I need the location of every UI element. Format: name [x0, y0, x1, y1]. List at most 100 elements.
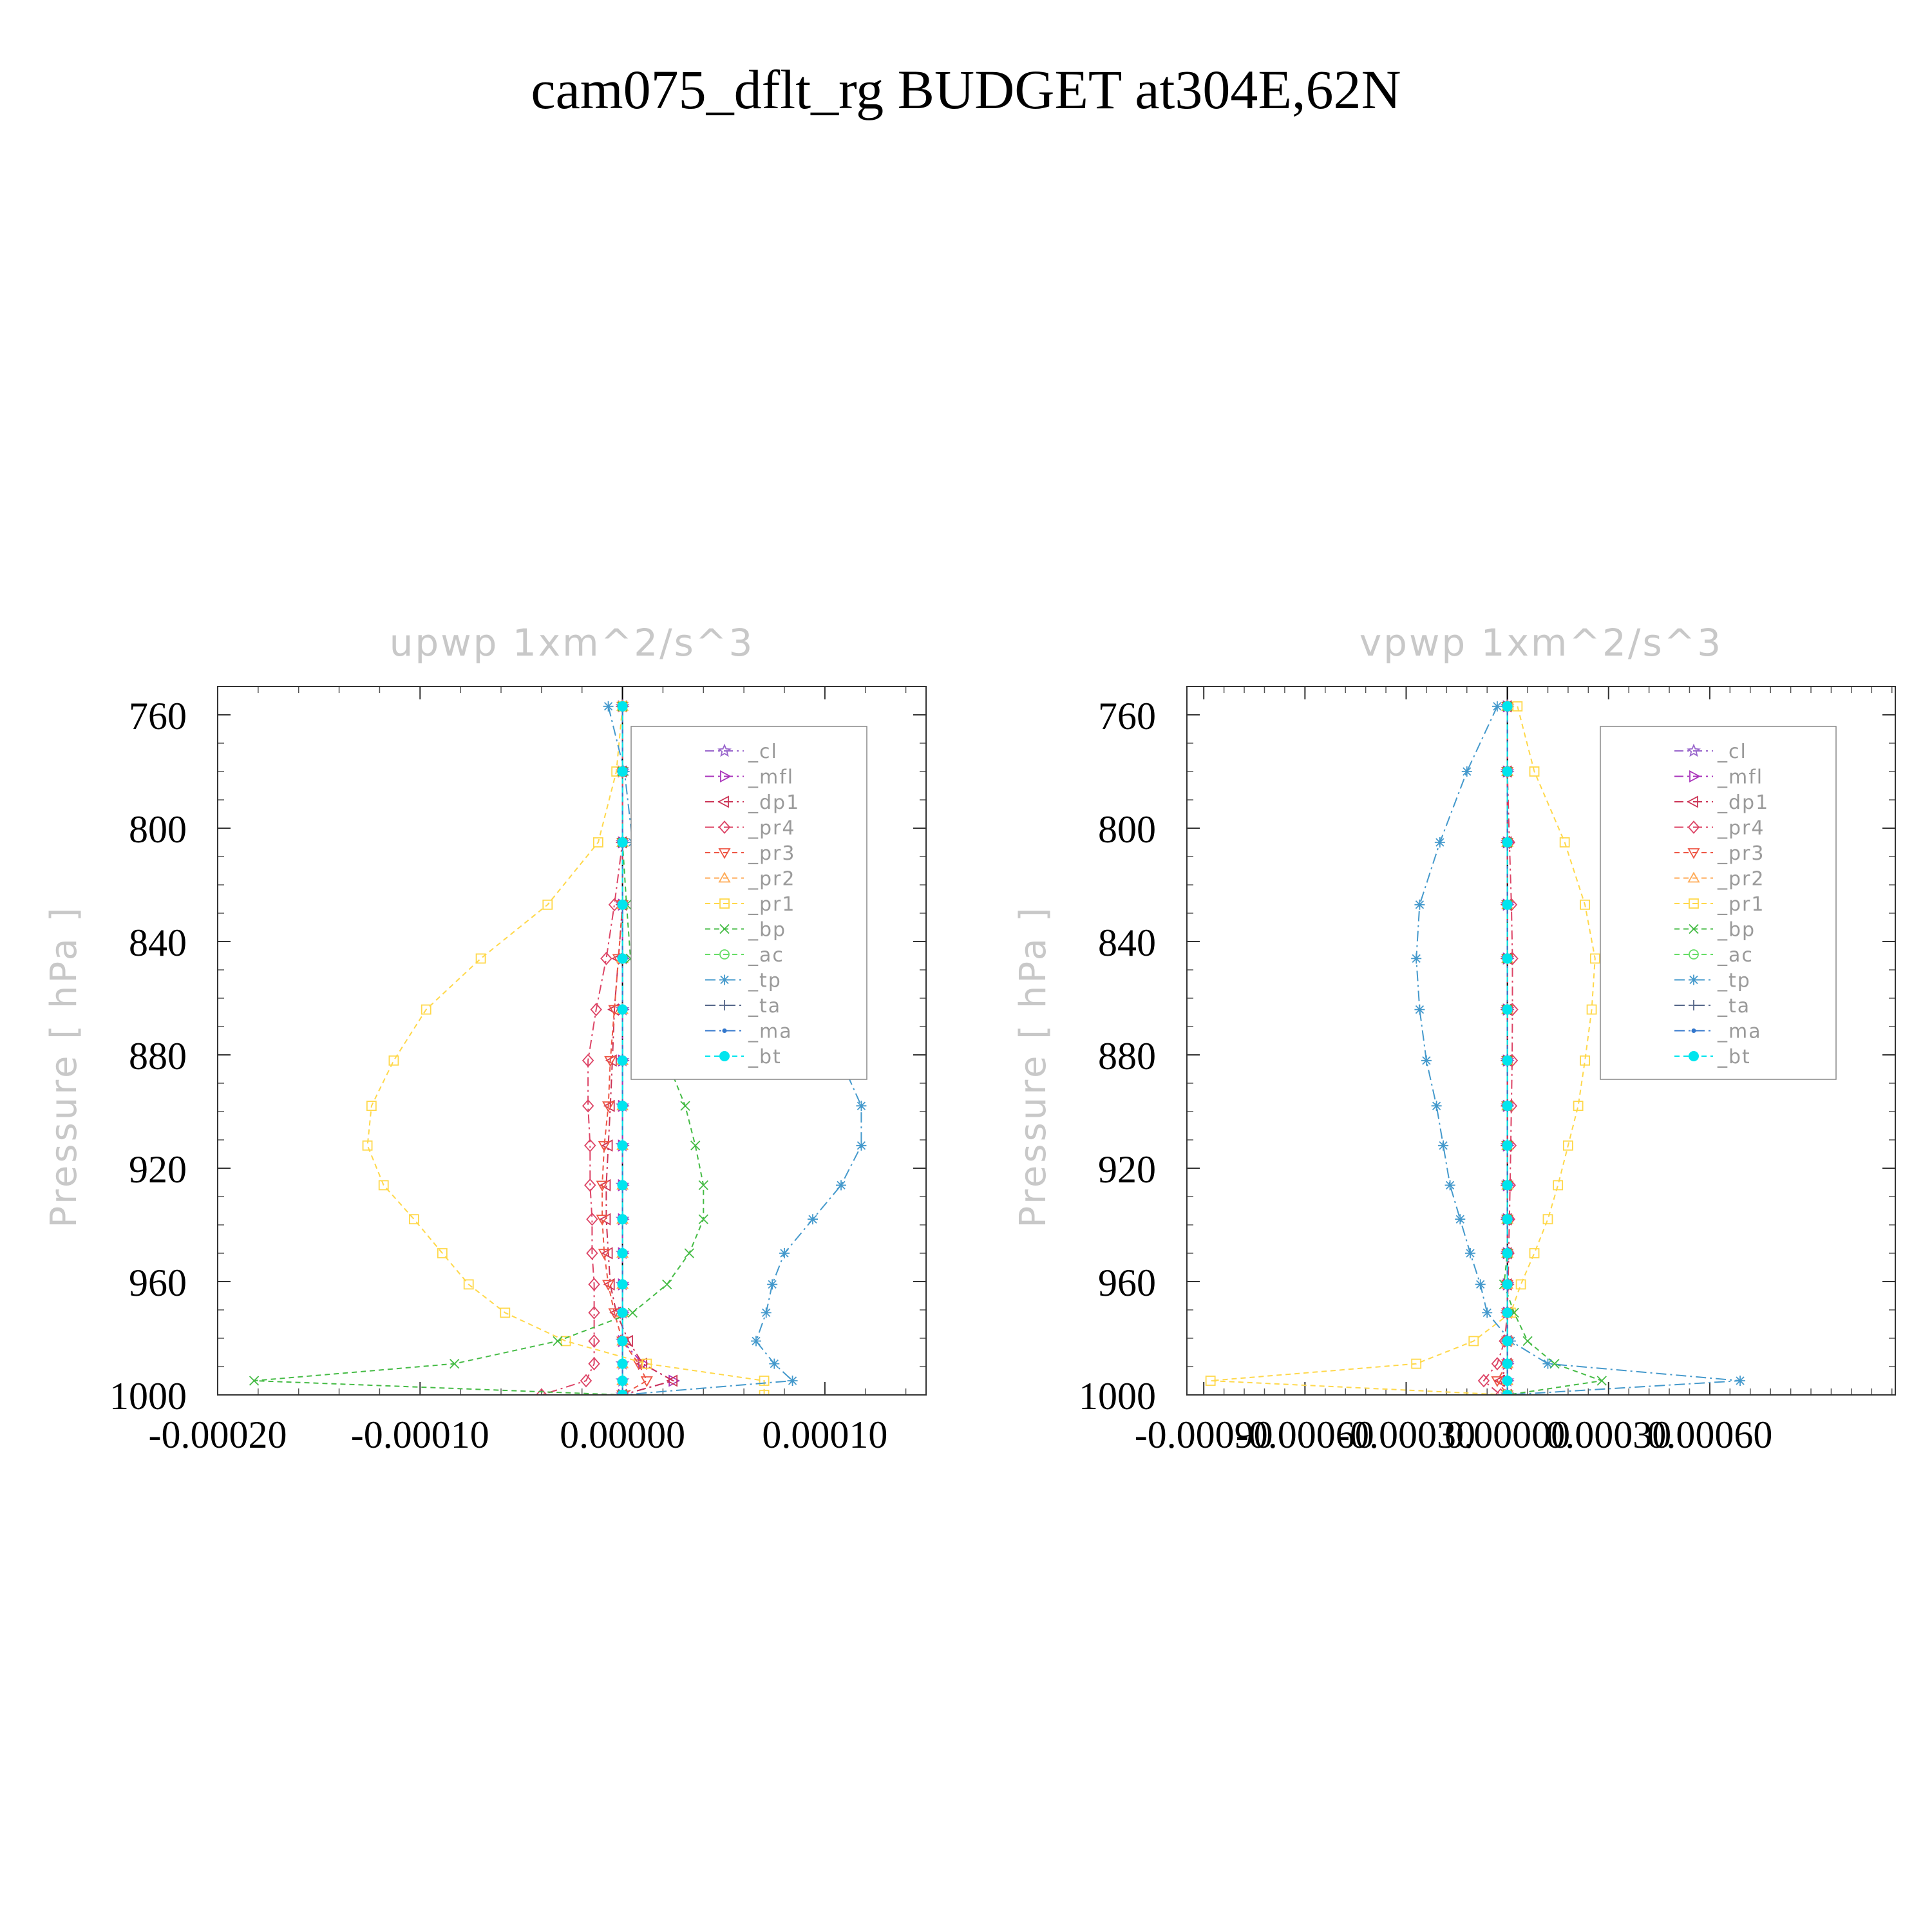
data-point — [617, 1004, 628, 1015]
legend-entry-ta: _ta — [1674, 995, 1749, 1018]
series-pr1 — [1205, 701, 1600, 1395]
data-point — [627, 1307, 638, 1318]
data-point — [617, 1101, 628, 1112]
data-point — [362, 1140, 373, 1151]
data-point — [588, 1278, 600, 1291]
y-tick-label: 760 — [129, 695, 187, 737]
data-point — [1431, 1101, 1442, 1112]
data-point — [856, 1140, 867, 1151]
legend-label: _mfl — [1717, 766, 1763, 789]
legend-entry-tp: _tp — [1674, 970, 1751, 992]
legend-entry-ma: _ma — [705, 1021, 793, 1043]
data-point — [1559, 837, 1570, 848]
legend-label: _cl — [1717, 741, 1747, 763]
data-point — [617, 1140, 628, 1151]
data-point — [604, 1056, 617, 1067]
data-point — [1596, 1376, 1607, 1386]
legend-marker — [719, 1000, 730, 1010]
legend-marker — [719, 974, 730, 985]
data-point — [761, 1307, 772, 1318]
legend-label: _pr4 — [1717, 817, 1765, 840]
legend-marker — [1691, 1028, 1696, 1033]
data-point — [408, 1214, 419, 1225]
y-tick-label: 840 — [129, 922, 187, 964]
data-point — [808, 1214, 818, 1225]
data-point — [1421, 1055, 1432, 1066]
legend: _cl _mfl_dp1 _pr4_pr3 _pr2_pr1 _bp_ac _tp _ta _… — [630, 726, 867, 1080]
chart-panel-2: vpwp 1xm^2/s^3 Pressure [ hPa ] 760 800 840 8… — [1012, 621, 1896, 1456]
data-point — [1502, 1180, 1513, 1191]
data-point — [1492, 701, 1502, 712]
data-point — [617, 1279, 628, 1290]
data-point — [856, 1101, 867, 1112]
data-point — [698, 1214, 708, 1224]
data-point — [1411, 1358, 1422, 1369]
legend-entry-pr4: _pr4 — [705, 817, 794, 840]
data-point — [759, 1390, 770, 1395]
legend-marker — [719, 949, 730, 960]
data-point — [1205, 1376, 1216, 1386]
data-point — [684, 1248, 694, 1258]
data-point — [1502, 1390, 1513, 1395]
data-point — [641, 1358, 652, 1369]
data-point — [617, 837, 628, 848]
data-point — [366, 1101, 377, 1112]
data-point — [1586, 1004, 1597, 1015]
data-point — [698, 1180, 708, 1191]
data-point — [602, 1101, 615, 1113]
legend-label: _pr3 — [748, 842, 795, 865]
series-pr4 — [1477, 699, 1519, 1395]
legend-marker — [1689, 923, 1699, 934]
data-point — [1434, 837, 1445, 848]
legend-entry-pr2: _pr2 — [705, 868, 794, 891]
legend-entry-bp: _bp — [1674, 919, 1754, 942]
data-point — [680, 1101, 690, 1111]
x-tick-label: 0.00060 — [1647, 1414, 1772, 1456]
data-point — [1444, 1180, 1455, 1191]
data-point — [632, 1359, 645, 1370]
data-point — [378, 1180, 389, 1191]
legend-marker — [720, 770, 732, 782]
y-tick-label: 960 — [1098, 1262, 1156, 1304]
legend-entry-bp: _bp — [705, 919, 785, 942]
data-point — [1522, 1336, 1533, 1347]
data-point — [617, 899, 628, 910]
legend-label: _pr2 — [1717, 868, 1765, 891]
data-point — [1502, 953, 1513, 964]
page-title: cam075_dflt_rg BUDGET at304E,62N — [531, 59, 1401, 120]
legend-label: _ma — [748, 1021, 793, 1043]
series-line — [366, 706, 765, 1395]
data-point — [582, 1054, 594, 1068]
legend-marker — [1689, 974, 1699, 985]
legend-entry-cl: _cl — [1674, 741, 1747, 763]
data-point — [1414, 1004, 1425, 1015]
data-point — [599, 1179, 611, 1191]
data-point — [580, 1374, 592, 1388]
legend-label: _mfl — [748, 766, 794, 789]
legend-label: _tp — [1717, 970, 1751, 992]
legend-marker — [1689, 949, 1699, 960]
legend-label: _pr3 — [1717, 842, 1765, 865]
legend-entry-dp1: _dp1 — [1674, 791, 1768, 814]
y-tick-label: 920 — [129, 1148, 187, 1191]
data-point — [617, 1180, 628, 1191]
data-point — [596, 1180, 609, 1192]
legend-marker — [719, 898, 730, 909]
data-point — [535, 1388, 548, 1395]
y-tick-label: 880 — [129, 1035, 187, 1077]
legend-entry-ac: _ac — [1674, 944, 1754, 967]
legend-label: _ac — [1717, 944, 1754, 967]
data-point — [553, 1336, 563, 1347]
legend-entry-bt: _bt — [705, 1046, 781, 1068]
data-point — [1491, 1376, 1504, 1387]
legend-entry-ta: _ta — [705, 995, 780, 1018]
data-point — [1477, 1374, 1490, 1388]
data-point — [590, 1003, 602, 1016]
legend-entry-pr4: _pr4 — [1674, 817, 1765, 840]
series-pr3 — [1491, 701, 1514, 1395]
data-point — [584, 1179, 596, 1192]
series-line — [541, 706, 623, 1395]
data-point — [1502, 1101, 1513, 1112]
legend-marker — [718, 871, 731, 883]
